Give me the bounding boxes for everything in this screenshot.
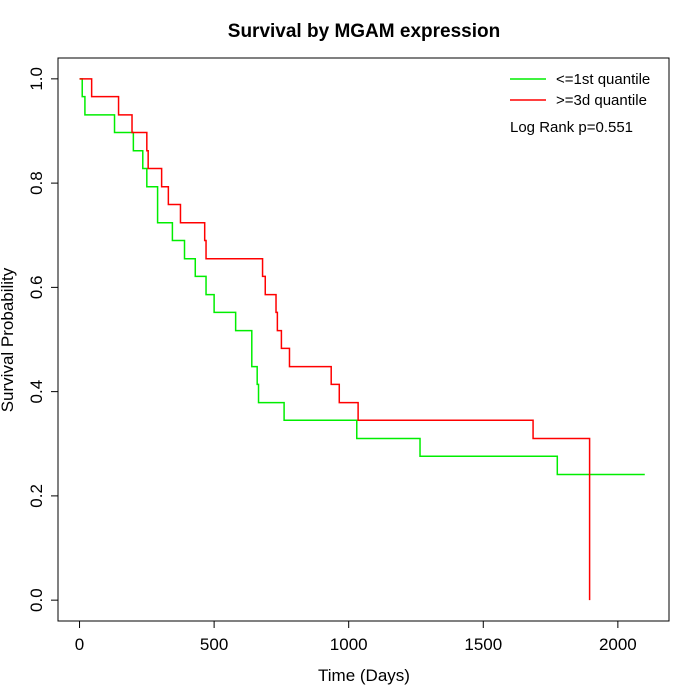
y-tick-label: 0.0 [27, 588, 46, 612]
series-line-high-quantile [79, 78, 591, 601]
plot-frame [57, 57, 670, 622]
log-rank-annotation: Log Rank p=0.551 [510, 119, 633, 136]
y-tick-label: 0.6 [27, 276, 46, 300]
x-tick-label: 500 [200, 635, 228, 654]
y-tick-label: 0.8 [27, 171, 46, 195]
x-tick-label: 2000 [599, 635, 637, 654]
legend-label-high: >=3d quantile [556, 92, 647, 109]
x-tick-label: 1500 [464, 635, 502, 654]
legend-label-low: <=1st quantile [556, 71, 650, 88]
x-axis-label: Time (Days) [318, 666, 410, 685]
x-tick-label: 0 [75, 635, 84, 654]
y-axis: 0.0 0.2 0.4 0.6 0.8 1.0 [27, 67, 59, 612]
series-layer [79, 78, 645, 601]
series-line-low-quantile [79, 78, 645, 476]
y-axis-label: Survival Probability [0, 267, 17, 412]
x-tick-label: 1000 [330, 635, 368, 654]
y-tick-label: 1.0 [27, 67, 46, 91]
chart-title: Survival by MGAM expression [228, 21, 500, 42]
y-tick-label: 0.2 [27, 484, 46, 508]
legend: <=1st quantile >=3d quantile [510, 71, 650, 109]
x-axis: 0 500 1000 1500 2000 [75, 620, 637, 654]
y-tick-label: 0.4 [27, 380, 46, 404]
